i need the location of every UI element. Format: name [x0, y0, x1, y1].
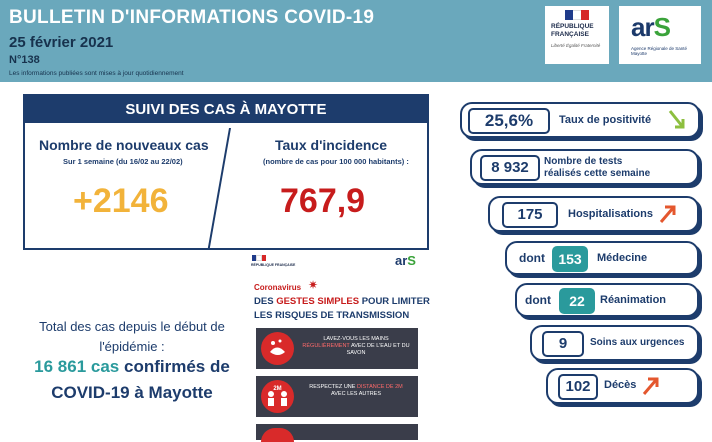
ars-s: S — [653, 12, 671, 42]
card1-red: RÉGULIÈREMENT — [302, 343, 350, 349]
bulletin-date: 25 février 2021 — [9, 34, 114, 51]
trend-down-icon — [668, 110, 685, 129]
reanimation-prefix: dont — [525, 293, 551, 307]
trend-up-icon — [659, 205, 676, 223]
rf-line2: FRANÇAISE — [551, 31, 589, 38]
poster-ars-word: ar — [395, 253, 408, 268]
indicator-deces: 102 Décès — [546, 368, 699, 404]
distance-icon-label: 2M — [273, 386, 281, 392]
indicator-urgences: 9 Soins aux urgences — [530, 325, 699, 361]
tests-label-2: réalisés cette semaine — [544, 168, 651, 179]
positivite-value: 25,6% — [468, 108, 550, 134]
incidence-label: Taux d'incidence — [275, 137, 387, 153]
gestes-poster: RÉPUBLIQUE FRANÇAISE arS Coronavirus ✷ D… — [248, 251, 430, 442]
header-banner: BULLETIN D'INFORMATIONS COVID-19 25 févr… — [0, 0, 712, 82]
poster-rf-text: RÉPUBLIQUE FRANÇAISE — [251, 263, 296, 267]
suivi-des-cas-panel: SUIVI DES CAS À MAYOTTE Nombre de nouvea… — [23, 94, 429, 250]
total-cases-place: COVID-19 à Mayotte — [51, 383, 213, 402]
new-cases-period: Sur 1 semaine (du 16/02 au 22/02) — [63, 157, 183, 166]
tests-label-1: Nombre de tests — [544, 156, 623, 167]
poster-ars-s: S — [407, 253, 416, 268]
incidence-value: 767,9 — [280, 182, 366, 220]
total-cases-number: 16 861 cas — [34, 357, 120, 376]
deces-label: Décès — [604, 379, 637, 391]
urgences-label: Soins aux urgences — [590, 337, 685, 348]
indicator-hospitalisations: 175 Hospitalisations — [488, 196, 699, 232]
rf-motto: Liberté Égalité Fraternité — [551, 43, 601, 48]
total-intro: Total des cas depuis le début de l'épidé… — [39, 319, 225, 354]
ars-word: ar — [631, 12, 655, 42]
handwash-icon — [261, 332, 294, 365]
card2-line-b: AVEC LES AUTRES — [330, 391, 382, 397]
panel-divider — [207, 128, 231, 250]
ars-subtitle: Agence Régionale de Santé Mayotte — [631, 46, 688, 56]
medecine-value: 153 — [552, 246, 588, 272]
medecine-prefix: dont — [519, 251, 545, 265]
poster-card-handwash: LAVEZ-VOUS LES MAINS RÉGULIÈREMENT AVEC … — [256, 328, 418, 369]
trend-up-icon — [642, 377, 659, 395]
indicator-tests: 8 932 Nombre de tests réalisés cette sem… — [470, 149, 699, 185]
card1-line-b: AVEC DE L'EAU ET DU SAVON — [346, 343, 410, 356]
french-flag-icon — [565, 10, 589, 20]
gestes-line2: LES RISQUES DE TRANSMISSION — [254, 310, 410, 321]
new-cases-label: Nombre de nouveaux cas — [39, 137, 209, 153]
hospitalisations-label: Hospitalisations — [568, 208, 653, 220]
update-note: Les informations publiées sont mises à j… — [9, 70, 184, 77]
poster-card-partial — [256, 424, 418, 442]
republique-francaise-logo: RÉPUBLIQUE FRANÇAISE Liberté Égalité Fra… — [545, 6, 609, 64]
card2-red: DISTANCE DE 2M — [356, 384, 403, 390]
bulletin-number: N°138 — [9, 54, 40, 66]
ars-logo: arS Agence Régionale de Santé Mayotte — [619, 6, 701, 64]
suivi-title: SUIVI DES CAS À MAYOTTE — [25, 96, 427, 123]
gestes-pre: DES — [254, 296, 277, 307]
poster-card-distance: 2M RESPECTEZ UNE DISTANCE DE 2M AVEC LES… — [256, 376, 418, 417]
poster-flag-icon — [252, 255, 266, 261]
total-cases-line: 16 861 cas confirmés de — [14, 357, 250, 377]
distance-icon: 2M — [261, 380, 294, 413]
positivite-label: Taux de positivité — [559, 114, 652, 126]
medecine-label: Médecine — [597, 252, 648, 264]
card1-line-a: LAVEZ-VOUS LES MAINS — [323, 336, 389, 342]
poster-coronavirus: Coronavirus — [254, 283, 302, 292]
bulletin-title: BULLETIN D'INFORMATIONS COVID-19 — [9, 7, 375, 28]
incidence-sub: (nombre de cas pour 100 000 habitants) : — [263, 157, 409, 166]
poster-card-partial-icon — [261, 428, 294, 442]
deces-value: 102 — [558, 374, 598, 400]
gestes-red: GESTES SIMPLES — [276, 296, 360, 307]
indicator-reanimation: dont 22 Réanimation — [515, 283, 699, 317]
hospitalisations-value: 175 — [502, 202, 558, 228]
total-cases-after: confirmés de — [119, 357, 230, 376]
reanimation-value: 22 — [559, 288, 595, 314]
reanimation-label: Réanimation — [600, 294, 667, 306]
card2-line-a: RESPECTEZ UNE — [309, 384, 356, 390]
urgences-value: 9 — [542, 331, 584, 357]
indicator-positivite: 25,6% Taux de positivité — [460, 102, 700, 138]
new-cases-value: +2146 — [73, 182, 169, 220]
rf-line1: RÉPUBLIQUE — [551, 23, 594, 30]
gestes-post: POUR LIMITER — [359, 296, 430, 307]
tests-value: 8 932 — [480, 155, 540, 181]
virus-icon: ✷ — [308, 278, 319, 292]
indicator-medecine: dont 153 Médecine — [505, 241, 699, 275]
